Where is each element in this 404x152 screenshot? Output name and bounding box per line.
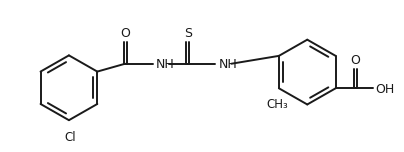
Text: S: S [184,27,191,40]
Text: O: O [351,54,360,67]
Text: NH: NH [156,58,175,71]
Text: OH: OH [375,83,395,96]
Text: NH: NH [219,58,237,71]
Text: O: O [120,27,130,40]
Text: CH₃: CH₃ [266,98,288,111]
Text: Cl: Cl [64,131,76,144]
